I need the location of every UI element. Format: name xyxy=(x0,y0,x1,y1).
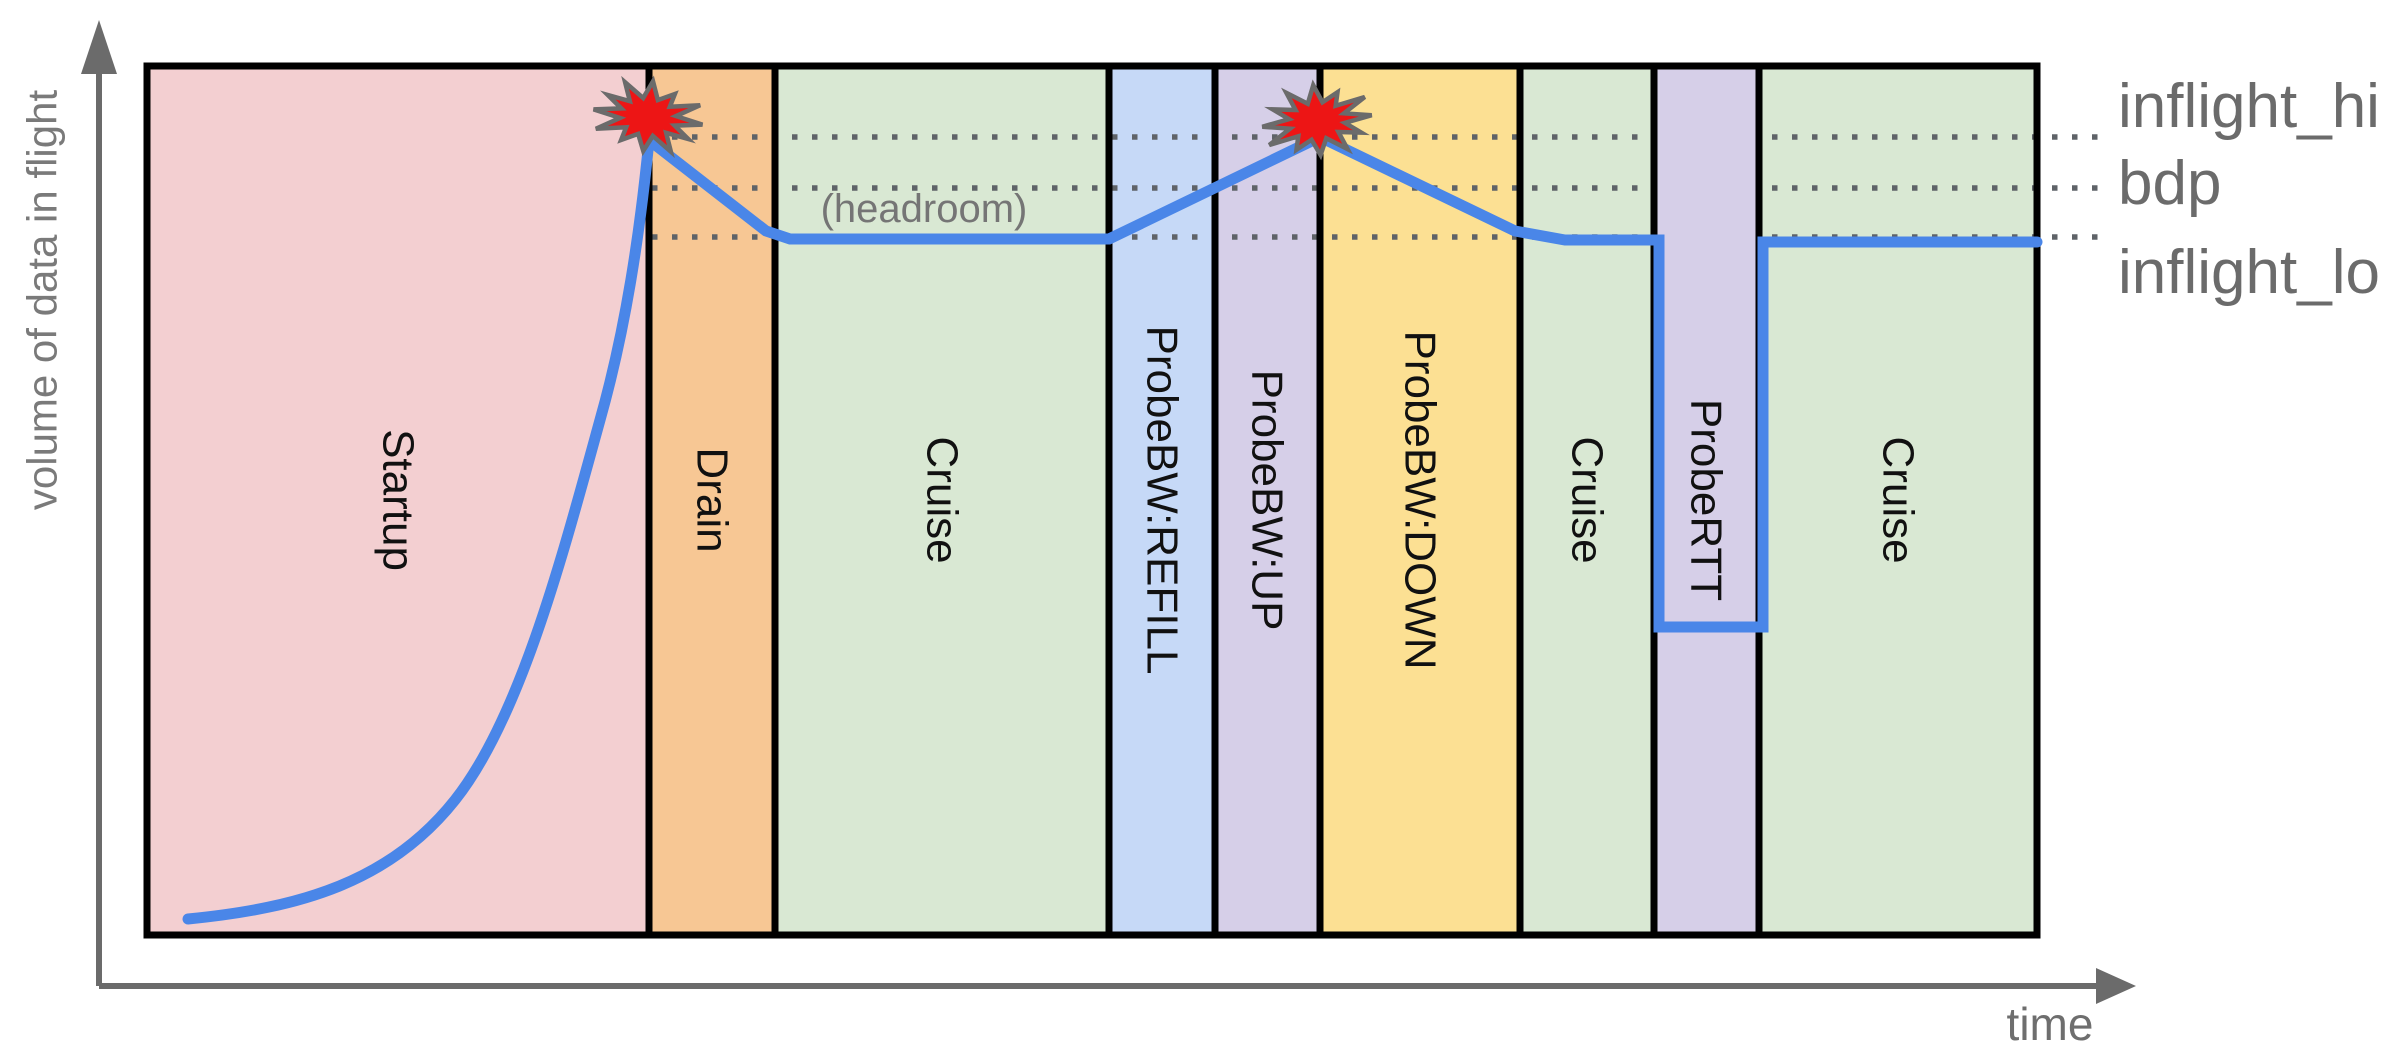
band-label-cruise-3: Cruise xyxy=(1874,436,1923,563)
band-cruise-3 xyxy=(1759,66,2037,935)
y-axis-arrowhead xyxy=(81,20,117,74)
band-label-cruise-1: Cruise xyxy=(918,436,967,563)
headroom-label: (headroom) xyxy=(821,187,1028,231)
band-label-probebw-up: ProbeBW:UP xyxy=(1243,370,1292,631)
axes xyxy=(81,20,2136,1004)
level-labels: inflight_hi bdp inflight_lo xyxy=(2118,72,2380,307)
band-label-cruise-2: Cruise xyxy=(1563,436,1612,563)
band-label-probebw-refill: ProbeBW:REFILL xyxy=(1138,326,1187,675)
band-label-drain: Drain xyxy=(688,447,737,552)
band-label-probebw-down: ProbeBW:DOWN xyxy=(1396,330,1445,669)
band-probebw-down xyxy=(1320,66,1520,935)
band-drain xyxy=(649,66,775,935)
y-axis-label: volume of data in flight xyxy=(19,90,66,511)
band-probertt-overlay xyxy=(1658,66,1756,935)
x-axis-label: time xyxy=(2007,998,2094,1050)
x-axis-arrowhead xyxy=(2096,968,2136,1004)
inflight-lo-label: inflight_lo xyxy=(2118,238,2380,307)
bdp-label: bdp xyxy=(2118,149,2221,218)
band-cruise-1 xyxy=(775,66,1109,935)
plot-box-border xyxy=(143,62,2041,939)
band-startup xyxy=(147,66,649,935)
band-label-startup: Startup xyxy=(374,429,423,571)
band-cruise-2 xyxy=(1520,66,1654,935)
band-label-probertt: ProbeRTT xyxy=(1682,399,1731,601)
band-probebw-up xyxy=(1215,66,1320,935)
inflight-hi-label: inflight_hi xyxy=(2118,72,2380,141)
band-labels: Startup Drain Cruise ProbeBW:REFILL Prob… xyxy=(374,326,1923,675)
